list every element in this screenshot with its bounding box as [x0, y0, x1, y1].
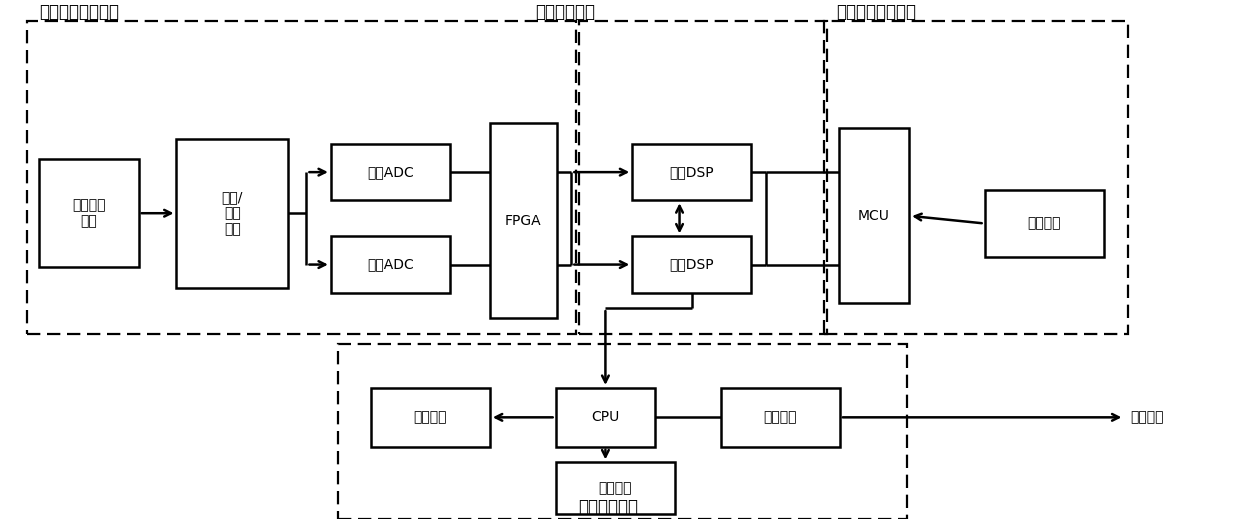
Bar	[825, 20, 1128, 334]
Bar	[632, 236, 751, 293]
Bar	[720, 388, 839, 447]
Text: 功能管理模块: 功能管理模块	[578, 498, 637, 516]
Text: 人机接口: 人机接口	[414, 410, 448, 424]
Bar	[556, 388, 655, 447]
Bar	[579, 20, 827, 334]
Bar	[371, 388, 490, 447]
Bar	[985, 190, 1104, 257]
Text: 逻辑计算模块: 逻辑计算模块	[534, 3, 595, 20]
Text: 第二数据采集模块: 第二数据采集模块	[836, 3, 916, 20]
Text: 第一DSP: 第一DSP	[670, 165, 714, 179]
Bar	[40, 159, 139, 267]
Text: 通信模块: 通信模块	[764, 410, 797, 424]
Text: 第一ADC: 第一ADC	[367, 165, 414, 179]
Bar	[838, 128, 909, 303]
Text: 开入信号: 开入信号	[1028, 216, 1061, 231]
Text: 第二ADC: 第二ADC	[367, 258, 414, 271]
Text: 电压/
电流
转换: 电压/ 电流 转换	[222, 190, 243, 236]
Bar	[176, 139, 288, 288]
Bar	[339, 344, 906, 519]
Text: CPU: CPU	[591, 410, 620, 424]
Text: 主站通信: 主站通信	[1131, 411, 1164, 424]
Text: 第二DSP: 第二DSP	[670, 258, 714, 271]
Bar	[632, 144, 751, 200]
Bar	[27, 20, 577, 334]
Text: MCU: MCU	[858, 209, 890, 223]
Text: FPGA: FPGA	[505, 214, 542, 228]
Bar	[331, 236, 450, 293]
Bar	[331, 144, 450, 200]
Text: 交流输入
模块: 交流输入 模块	[72, 198, 105, 228]
Bar	[556, 462, 675, 514]
Text: 第一数据采集模块: 第一数据采集模块	[40, 3, 119, 20]
Bar	[490, 123, 557, 319]
Text: 数据存储: 数据存储	[599, 481, 632, 495]
